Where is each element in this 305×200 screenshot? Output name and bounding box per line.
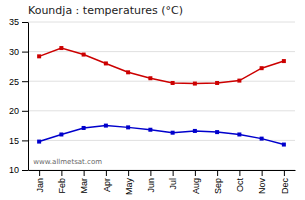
point xyxy=(260,66,264,70)
x-tick-label: Apr xyxy=(102,178,112,192)
y-tick-label: 20 xyxy=(9,106,19,116)
point xyxy=(82,53,86,57)
point xyxy=(59,132,63,136)
point xyxy=(215,81,219,85)
plot: 10 15 20 25 30 35 Jan Feb Mar Apr May Jun Jul Aug Sep O… xyxy=(9,17,296,195)
y-tick-mark xyxy=(22,170,28,171)
point xyxy=(126,125,130,129)
x-axis: Jan Feb Mar Apr May Jun Jul Aug Sep Oct Nov Dec xyxy=(29,170,296,195)
series-line xyxy=(39,48,284,84)
x-tick: Oct xyxy=(235,170,245,192)
chart: 10 15 20 25 30 35 Jan Feb Mar Apr May Jun Jul Aug Sep O… xyxy=(0,0,305,200)
title: Koundja : temperatures (°C) xyxy=(28,4,183,17)
y-tick: 10 xyxy=(9,165,28,175)
y-axis-line xyxy=(28,23,29,171)
y-tick-mark xyxy=(22,81,28,82)
point xyxy=(37,54,41,58)
y-tick-mark xyxy=(22,22,28,23)
x-tick-label: Mar xyxy=(79,178,89,194)
x-tick-mark xyxy=(61,170,62,176)
point xyxy=(237,132,241,136)
point xyxy=(237,79,241,83)
point xyxy=(193,82,197,86)
x-tick-label: Feb xyxy=(57,178,67,194)
point xyxy=(193,129,197,133)
x-tick: Jun xyxy=(146,170,156,193)
y-tick-label: 35 xyxy=(9,17,19,27)
y-tick-mark xyxy=(22,52,28,53)
grid-line xyxy=(28,110,295,111)
x-tick-label: Oct xyxy=(235,178,245,193)
y-tick-label: 15 xyxy=(9,136,19,146)
y-tick: 35 xyxy=(9,17,28,27)
x-tick-mark xyxy=(195,170,196,176)
x-tick-label: Jun xyxy=(146,178,156,193)
x-tick-mark xyxy=(239,170,240,176)
point xyxy=(104,124,108,128)
x-tick: Dec xyxy=(280,170,290,194)
x-axis-line xyxy=(29,170,296,171)
y-tick-mark xyxy=(22,111,28,112)
x-tick-mark xyxy=(106,170,107,176)
point xyxy=(126,70,130,74)
y-tick-label: 10 xyxy=(9,165,19,175)
grid-line xyxy=(28,51,295,52)
x-tick-label: Nov xyxy=(257,178,267,195)
y-axis: 10 15 20 25 30 35 xyxy=(9,17,29,175)
point xyxy=(148,76,152,80)
point xyxy=(104,61,108,65)
point xyxy=(260,137,264,141)
x-tick: Nov xyxy=(257,170,267,194)
x-tick-mark xyxy=(284,170,285,176)
grid-line xyxy=(28,22,295,23)
point xyxy=(82,126,86,130)
point xyxy=(215,130,219,134)
x-tick-mark xyxy=(128,170,129,176)
point xyxy=(282,59,286,63)
x-tick-mark xyxy=(84,170,85,176)
series-group xyxy=(37,46,286,146)
grid-line xyxy=(28,140,295,141)
x-tick-mark xyxy=(217,170,218,176)
x-tick-label: Sep xyxy=(213,178,223,194)
x-tick: May xyxy=(124,170,134,195)
x-tick: Aug xyxy=(191,170,201,194)
grid xyxy=(28,22,295,170)
x-tick: Mar xyxy=(79,170,89,194)
y-tick: 20 xyxy=(9,106,28,116)
x-tick-mark xyxy=(262,170,263,176)
y-tick-label: 25 xyxy=(9,77,19,87)
y-tick: 25 xyxy=(9,77,28,87)
x-tick: Sep xyxy=(213,170,223,194)
point xyxy=(148,128,152,132)
grid-line xyxy=(28,170,295,171)
x-tick-label: Dec xyxy=(280,178,290,195)
x-tick: Feb xyxy=(57,170,67,194)
x-tick-mark xyxy=(39,170,40,176)
annotation: www.allmetsat.com xyxy=(33,158,102,166)
point xyxy=(171,81,175,85)
x-tick-label: May xyxy=(124,178,134,196)
x-tick-mark xyxy=(150,170,151,176)
x-tick: Jul xyxy=(168,170,178,190)
point xyxy=(282,143,286,147)
y-tick: 15 xyxy=(9,136,28,146)
point xyxy=(59,46,63,50)
series-line xyxy=(39,126,284,145)
x-tick: Jan xyxy=(35,170,45,193)
x-tick: Apr xyxy=(102,170,112,192)
x-tick-label: Jan xyxy=(35,178,45,193)
y-tick-label: 30 xyxy=(9,47,19,57)
x-tick-mark xyxy=(173,170,174,176)
y-tick: 30 xyxy=(9,47,28,57)
point xyxy=(171,131,175,135)
point xyxy=(37,140,41,144)
y-tick-mark xyxy=(22,140,28,141)
x-tick-label: Aug xyxy=(191,178,201,194)
x-tick-label: Jul xyxy=(168,178,178,190)
